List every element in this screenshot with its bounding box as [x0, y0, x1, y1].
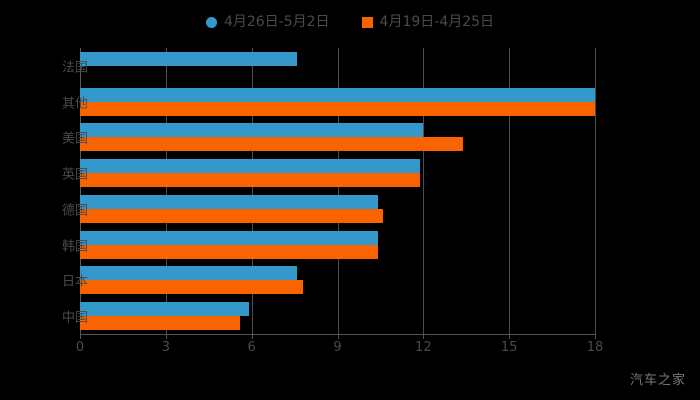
legend-item-series-0[interactable]: 4月26日-5月2日: [205, 14, 330, 30]
legend-marker-circle-icon: [205, 16, 217, 28]
x-axis-tick: [251, 334, 253, 339]
bar-0[interactable]: [80, 302, 249, 317]
gridline: [423, 48, 425, 334]
bar-0[interactable]: [80, 194, 378, 209]
bar-0[interactable]: [80, 87, 595, 102]
x-axis-tick-label: 6: [247, 340, 256, 355]
gridline: [251, 48, 253, 334]
gridline: [337, 48, 339, 334]
gridline: [509, 48, 511, 334]
x-axis-tick-label: 18: [586, 340, 604, 355]
y-axis-category-label: 法国: [61, 60, 88, 76]
x-axis-tick-label: 15: [500, 340, 518, 355]
bar-1[interactable]: [80, 280, 304, 295]
y-axis-category-label: 德国: [61, 203, 88, 219]
bar-1[interactable]: [80, 244, 378, 259]
y-axis-category-label: 韩国: [61, 239, 88, 255]
x-axis-tick: [509, 334, 511, 339]
x-axis-tick: [337, 334, 339, 339]
watermark: 汽车之家: [629, 373, 686, 388]
legend-label-series-1: 4月19日-4月25日: [379, 14, 495, 30]
legend-label-series-0: 4月26日-5月2日: [223, 14, 330, 30]
bar-1[interactable]: [80, 173, 421, 188]
x-axis-tick: [80, 334, 81, 339]
chart-legend: 4月26日-5月2日 4月19日-4月25日: [0, 10, 700, 34]
gridline: [80, 48, 81, 334]
x-axis-tick: [423, 334, 425, 339]
legend-item-series-1[interactable]: 4月19日-4月25日: [361, 14, 495, 30]
bar-0[interactable]: [80, 230, 378, 245]
y-axis-category-label: 中国: [61, 310, 88, 326]
x-axis-tick: [595, 334, 596, 339]
bar-0[interactable]: [80, 159, 421, 174]
bar-1[interactable]: [80, 208, 384, 223]
y-axis-category-label: 日本: [61, 274, 88, 290]
x-axis-tick-label: 3: [161, 340, 170, 355]
gridline: [595, 48, 596, 334]
gridline: [165, 48, 167, 334]
legend-marker-square-icon: [361, 16, 373, 28]
x-axis-tick-label: 0: [75, 340, 85, 355]
x-axis-tick-label: 12: [415, 340, 432, 355]
bar-0[interactable]: [80, 266, 298, 281]
bar-0[interactable]: [80, 123, 424, 138]
y-axis-category-label: 英国: [61, 167, 88, 183]
bar-0[interactable]: [80, 51, 298, 66]
bar-1[interactable]: [80, 316, 241, 331]
y-axis-category-label: 其他: [61, 96, 88, 112]
x-axis-tick: [165, 334, 167, 339]
plot-area: 0 3 6 9 12 15 18: [76, 48, 603, 355]
bar-1[interactable]: [80, 137, 464, 152]
bar-1[interactable]: [80, 101, 595, 116]
y-axis-category-label: 美国: [61, 131, 88, 147]
x-axis-tick-label: 9: [333, 340, 342, 355]
